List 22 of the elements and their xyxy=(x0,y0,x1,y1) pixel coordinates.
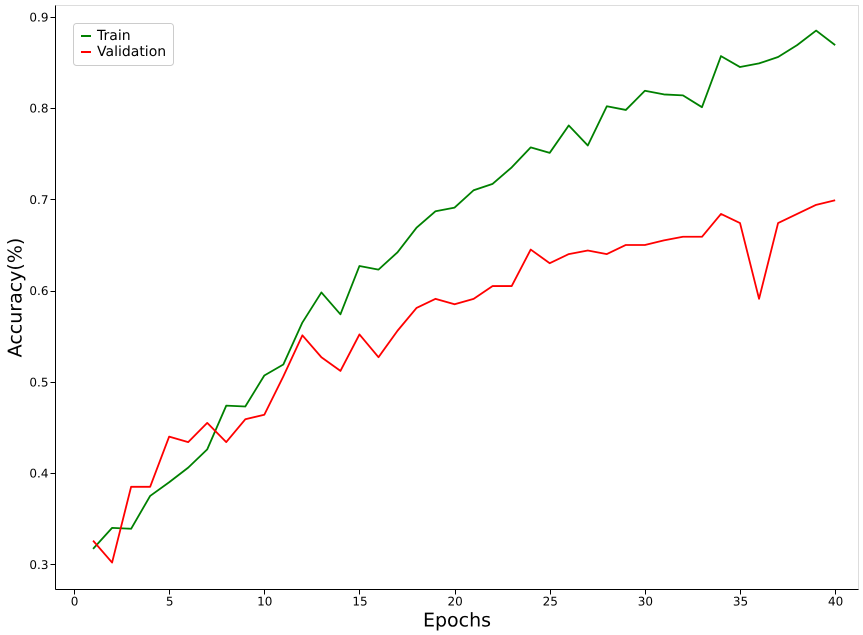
x-tick-label: 10 xyxy=(257,594,272,608)
x-axis-title: Epochs xyxy=(422,610,492,632)
y-tick-label: 0.3 xyxy=(29,558,48,572)
y-tick-label: 0.8 xyxy=(29,102,48,116)
y-tick-label: 0.6 xyxy=(29,284,48,298)
x-tick-label: 15 xyxy=(352,594,368,608)
y-tick-label: 0.7 xyxy=(29,192,48,207)
x-tick-label: 40 xyxy=(828,594,844,608)
legend-label: Validation xyxy=(97,44,166,60)
x-tick-label: 5 xyxy=(166,594,174,608)
y-tick-label: 0.5 xyxy=(29,375,48,390)
line-series xyxy=(92,199,836,564)
legend-label: Train xyxy=(96,28,131,44)
line-series xyxy=(92,30,836,550)
x-tick-label: 20 xyxy=(447,594,463,608)
x-tick-label: 0 xyxy=(70,594,78,608)
x-tick-label: 35 xyxy=(732,594,748,608)
x-tick-label: 25 xyxy=(542,594,558,608)
y-axis-title: Accuracy(%) xyxy=(4,238,26,358)
y-tick-label: 0.9 xyxy=(29,10,48,24)
x-tick-label: 30 xyxy=(638,594,654,608)
y-tick-label: 0.4 xyxy=(29,466,48,481)
